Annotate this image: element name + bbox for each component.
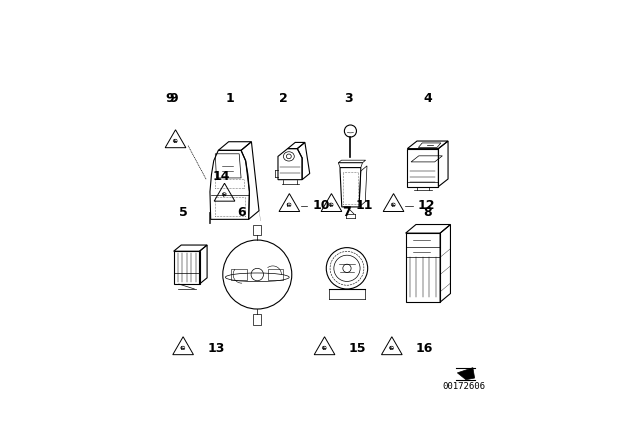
Text: 1: 1 xyxy=(225,92,234,105)
Text: 14: 14 xyxy=(212,170,230,183)
Text: 8: 8 xyxy=(424,206,433,219)
Text: 10: 10 xyxy=(312,199,330,212)
Text: 6: 6 xyxy=(237,206,246,219)
Text: 5: 5 xyxy=(179,206,188,219)
Text: 13: 13 xyxy=(207,342,225,355)
Polygon shape xyxy=(458,368,475,380)
Text: 11: 11 xyxy=(356,199,373,212)
Text: 4: 4 xyxy=(424,92,433,105)
Text: 00172606: 00172606 xyxy=(442,382,485,391)
Text: 16: 16 xyxy=(416,342,433,355)
Text: 15: 15 xyxy=(349,342,366,355)
Text: 2: 2 xyxy=(279,92,287,105)
Text: 9: 9 xyxy=(165,92,173,105)
Text: 3: 3 xyxy=(344,92,353,105)
Text: 9: 9 xyxy=(170,92,178,105)
Text: 12: 12 xyxy=(418,199,435,212)
Text: 7: 7 xyxy=(342,206,351,219)
